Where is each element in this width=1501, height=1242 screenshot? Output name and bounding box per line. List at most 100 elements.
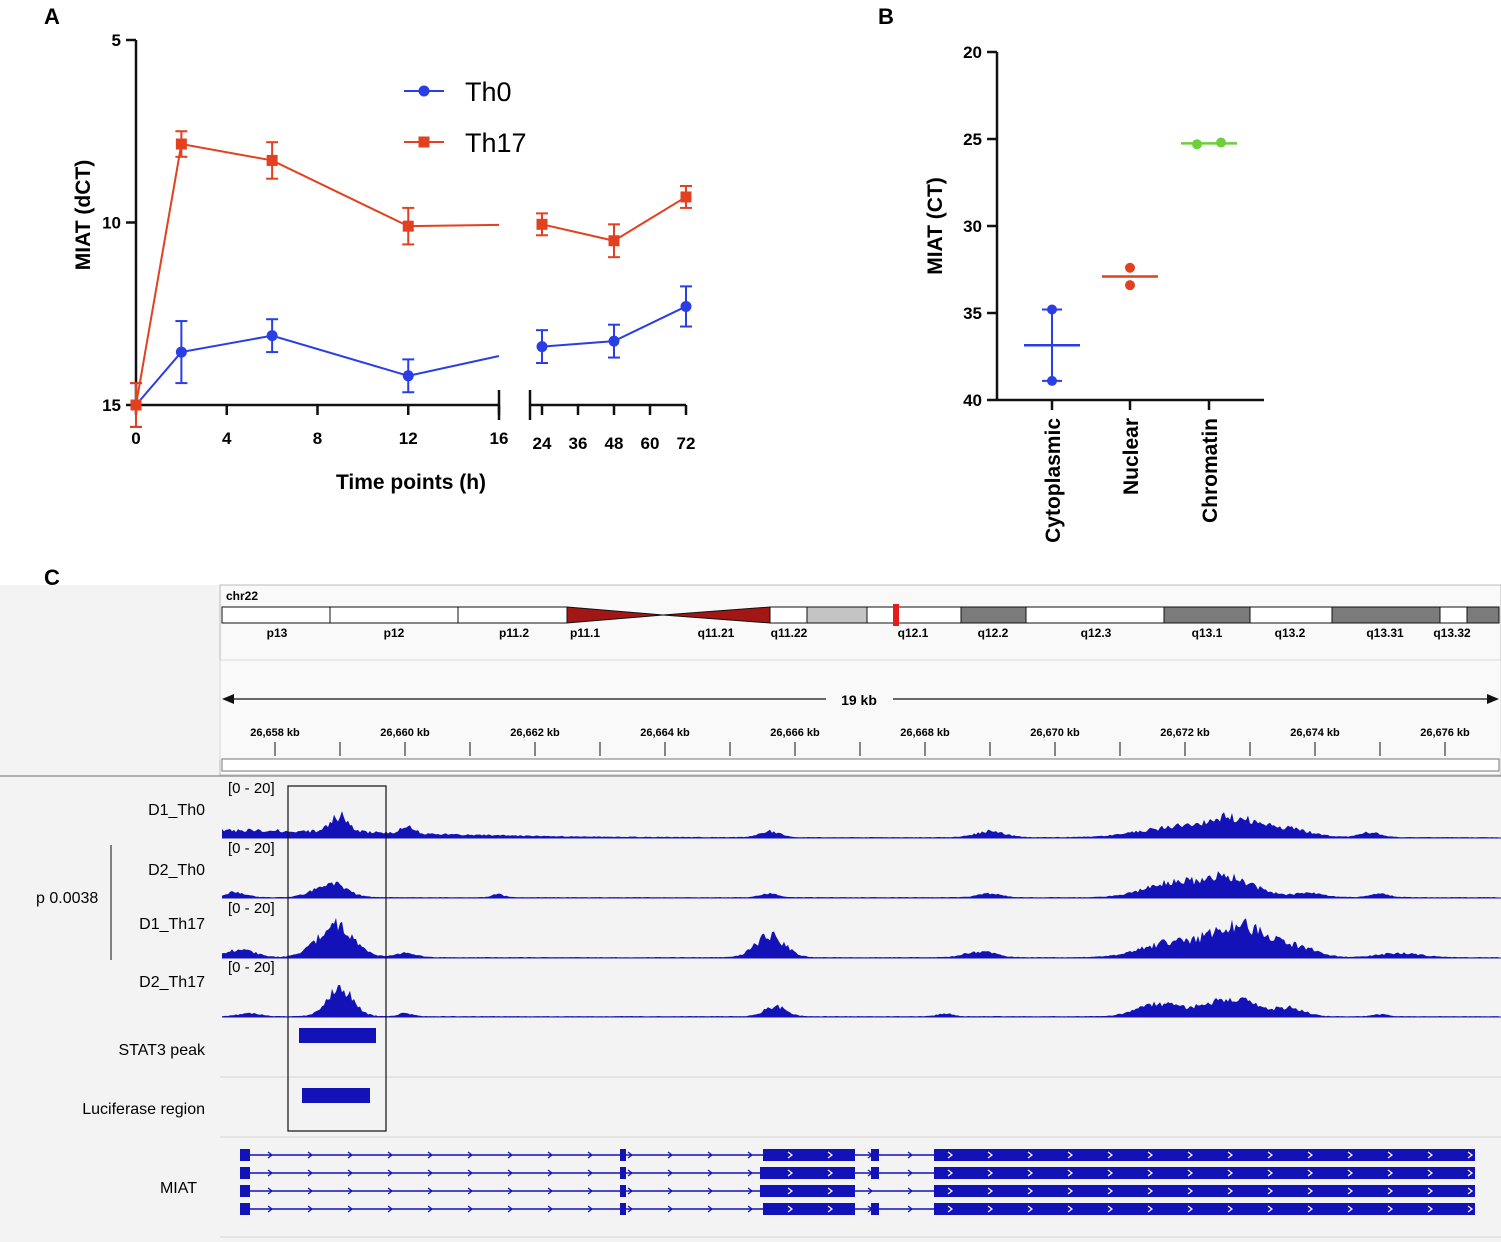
- category-nuclear-point: [1125, 280, 1135, 291]
- strand-arrow-icon: [547, 1169, 553, 1177]
- chromosome-band: [1466, 606, 1500, 624]
- region-navigator-bar[interactable]: [221, 758, 1500, 772]
- band-label: q11.21: [698, 626, 735, 640]
- coverage-track-d2-th17: [222, 984, 1499, 1017]
- strand-arrow-icon: [307, 1205, 313, 1213]
- legend-th17-marker: [418, 136, 430, 148]
- chart-a-x-tick-label: 0: [131, 429, 140, 448]
- strand-arrow-icon: [827, 1205, 833, 1213]
- strand-arrow-icon: [547, 1187, 553, 1195]
- strand-arrow-icon: [347, 1151, 353, 1159]
- band-label: q11.22: [771, 626, 808, 640]
- chart-a-y-tick-label: 10: [102, 214, 121, 233]
- legend-th17-label: Th17: [465, 128, 527, 158]
- strand-arrow-icon: [347, 1169, 353, 1177]
- series-th0-point: [680, 300, 692, 312]
- chart-b-y-title: MIAT (CT): [924, 177, 947, 275]
- strand-arrow-icon: [667, 1151, 673, 1159]
- strand-arrow-icon: [387, 1151, 393, 1159]
- strand-arrow-icon: [827, 1169, 833, 1177]
- strand-arrow-icon: [1427, 1169, 1433, 1177]
- strand-arrow-icon: [787, 1205, 793, 1213]
- chromosome-band: [806, 606, 868, 624]
- chart-a-x-tick-label: 72: [677, 434, 696, 453]
- strand-arrow-icon: [1307, 1151, 1313, 1159]
- chromosome-band: [457, 606, 568, 624]
- strand-arrow-icon: [1147, 1187, 1153, 1195]
- band-label: q12.2: [978, 626, 1009, 640]
- track-label: D1_Th0: [148, 802, 205, 819]
- ruler[interactable]: 26,658 kb 26,660 kb 26,662 kb 26,664 kb 26,6…: [250, 727, 1501, 756]
- strand-arrow-icon: [1027, 1169, 1033, 1177]
- transcript-exon: [760, 1167, 855, 1179]
- series-th17-point: [130, 399, 142, 411]
- chart-b-y-tick-label: 30: [963, 217, 982, 236]
- strand-arrow-icon: [307, 1187, 313, 1195]
- track-range-label: [0 - 20]: [228, 840, 275, 857]
- strand-arrow-icon: [507, 1169, 513, 1177]
- strand-arrow-icon: [707, 1151, 713, 1159]
- pvalue-label: p 0.0038: [36, 890, 98, 907]
- strand-arrow-icon: [307, 1169, 313, 1177]
- strand-arrow-icon: [747, 1151, 753, 1159]
- strand-arrow-icon: [987, 1169, 993, 1177]
- series-th17-point: [402, 220, 414, 232]
- strand-arrow-icon: [1427, 1187, 1433, 1195]
- series-th0-point: [402, 370, 414, 382]
- series-th0-point: [608, 335, 620, 347]
- transcript-exon: [934, 1167, 1475, 1179]
- chromosome-band: [1439, 606, 1468, 624]
- strand-arrow-icon: [1227, 1205, 1233, 1213]
- track-label-luciferase: Luciferase region: [82, 1101, 205, 1118]
- chart-a-x-tick-label: 48: [605, 434, 624, 453]
- transcript-exon: [620, 1203, 626, 1215]
- strand-arrow-icon: [1427, 1205, 1433, 1213]
- category-chromatin-point: [1216, 137, 1226, 148]
- strand-arrow-icon: [1107, 1187, 1113, 1195]
- band-label: p11.2: [499, 626, 529, 640]
- series-th17-point: [175, 138, 187, 150]
- strand-arrow-icon: [667, 1169, 673, 1177]
- track-range-label: [0 - 20]: [228, 900, 275, 917]
- category-chromatin-point: [1192, 139, 1202, 150]
- miat-gene-track[interactable]: [240, 1149, 1475, 1215]
- strand-arrow-icon: [947, 1187, 953, 1195]
- strand-arrow-icon: [627, 1187, 633, 1195]
- strand-arrow-icon: [1347, 1187, 1353, 1195]
- stat3-peak-feature[interactable]: [299, 1028, 376, 1043]
- strand-arrow-icon: [587, 1151, 593, 1159]
- strand-arrow-icon: [947, 1169, 953, 1177]
- strand-arrow-icon: [1187, 1205, 1193, 1213]
- luciferase-region-feature[interactable]: [302, 1088, 370, 1103]
- category-label-nuclear: Nuclear: [1120, 418, 1143, 495]
- chromosome-ideogram[interactable]: [221, 604, 1500, 626]
- chart-a-x-tick-label: 24: [533, 434, 552, 453]
- chart-a-x-tick-label: 12: [399, 429, 418, 448]
- strand-arrow-icon: [787, 1151, 793, 1159]
- strand-arrow-icon: [1387, 1205, 1393, 1213]
- track-label: D2_Th17: [139, 974, 205, 991]
- chart-a-legend: Th0 Th17: [404, 77, 527, 158]
- strand-arrow-icon: [747, 1169, 753, 1177]
- strand-arrow-icon: [427, 1151, 433, 1159]
- strand-arrow-icon: [267, 1187, 273, 1195]
- ruler-label: 26,676 kb: [1420, 727, 1470, 739]
- transcript-exon: [763, 1203, 855, 1215]
- transcript-exon: [871, 1149, 879, 1161]
- strand-arrow-icon: [1467, 1205, 1473, 1213]
- strand-arrow-icon: [667, 1187, 673, 1195]
- strand-arrow-icon: [667, 1205, 673, 1213]
- strand-arrow-icon: [1027, 1151, 1033, 1159]
- chromosome-band: [1025, 606, 1165, 624]
- chromosome-band: [1163, 606, 1251, 624]
- strand-arrow-icon: [547, 1205, 553, 1213]
- strand-arrow-icon: [747, 1187, 753, 1195]
- strand-arrow-icon: [1307, 1169, 1313, 1177]
- coverage-track-d2-th0: [222, 871, 1499, 898]
- track-label-miat: MIAT: [160, 1180, 197, 1197]
- strand-arrow-icon: [347, 1205, 353, 1213]
- strand-arrow-icon: [627, 1151, 633, 1159]
- span-arrow-right-icon: [1487, 694, 1499, 704]
